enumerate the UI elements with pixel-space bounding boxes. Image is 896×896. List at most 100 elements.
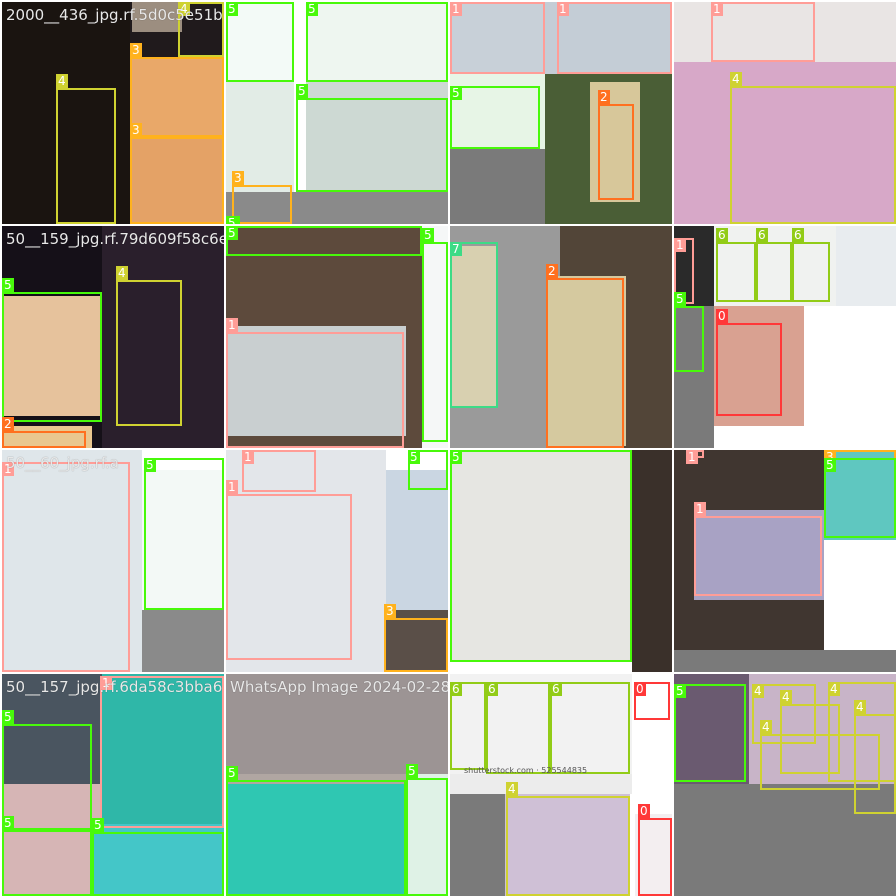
photo-region <box>635 814 672 896</box>
class-label: 5 <box>92 818 104 832</box>
photo-region <box>632 450 672 672</box>
bounding-box: 4 <box>178 2 224 57</box>
bounding-box: 5 <box>406 764 448 896</box>
bounding-box: 5 <box>92 818 224 896</box>
class-label: 5 <box>226 766 238 780</box>
tile-filename: 2000__436_jpg.rf.5d0c5e51b <box>6 6 223 24</box>
photo-region <box>102 674 224 834</box>
bounding-box: 1 <box>100 676 224 828</box>
class-label: 0 <box>638 804 650 818</box>
mosaic-tile: 5 5 WhatsApp Image 2024-02-28 <box>226 674 448 896</box>
photo-region <box>226 450 386 672</box>
class-label: 3 <box>130 43 142 57</box>
tile-filename: 50__60_jpg.rf.a <box>6 454 119 472</box>
bounding-box: 6 <box>450 682 486 770</box>
class-label: 5 <box>144 458 156 472</box>
photo-region <box>714 306 804 426</box>
bounding-box: 5 <box>296 84 448 192</box>
photo-region <box>2 296 102 416</box>
class-label: 5 <box>674 684 686 698</box>
class-label: 1 <box>226 318 238 332</box>
bounding-box: 2 <box>598 90 634 200</box>
bounding-box: 0 <box>638 804 672 896</box>
class-label: 6 <box>716 228 728 242</box>
bounding-box: 3 <box>130 43 224 137</box>
class-label: 3 <box>232 171 244 185</box>
photo-region <box>2 784 102 896</box>
bounding-box: 1 <box>450 2 545 74</box>
class-label: 5 <box>226 216 238 224</box>
class-label: 6 <box>550 682 562 696</box>
bounding-box: 5 <box>408 450 448 490</box>
class-label: 3 <box>384 604 396 618</box>
photo-region <box>714 226 836 306</box>
class-label: 1 <box>2 462 14 476</box>
bounding-box: 1 <box>686 450 704 464</box>
mosaic-tile: shutterstock.com · 525544835 6 6 6 0 4 0 <box>450 674 672 896</box>
class-label: 1 <box>674 238 686 252</box>
class-label: 4 <box>506 782 518 796</box>
photo-region <box>450 2 545 74</box>
photo-region <box>306 82 448 192</box>
photo-region <box>130 57 224 137</box>
class-label: 6 <box>792 228 804 242</box>
mosaic-tile: 5 4 2 50__159_jpg.rf.79d609f58c6e <box>2 226 224 448</box>
photo-region <box>386 610 448 672</box>
class-label: 5 <box>422 228 434 242</box>
bounding-box: 7 <box>450 242 498 408</box>
bounding-box: 6 <box>756 228 792 302</box>
class-label: 5 <box>674 292 686 306</box>
class-label: 5 <box>408 450 420 464</box>
bounding-box: 1 <box>694 502 822 596</box>
bounding-box: 1 <box>226 480 352 660</box>
photo-region <box>824 450 896 540</box>
bounding-box: 5 <box>674 292 704 372</box>
class-label: 6 <box>486 682 498 696</box>
bounding-box: 4 <box>506 782 630 896</box>
bounding-box: 1 <box>242 450 316 492</box>
bounding-box: 4 <box>752 684 816 744</box>
bounding-box: 4 <box>760 720 880 790</box>
mosaic-tile: 4 3 3 4 2000__436_jpg.rf.5d0c5e51b <box>2 2 224 224</box>
bounding-box: 6 <box>486 682 550 774</box>
class-label: 4 <box>854 700 866 714</box>
bounding-box: 5 <box>422 228 448 442</box>
bounding-box: 5 <box>824 458 896 538</box>
class-label: 5 <box>226 2 238 16</box>
class-label: 0 <box>716 309 728 323</box>
photo-region <box>226 192 448 224</box>
photo-region <box>226 674 448 774</box>
bounding-box: 5 <box>450 86 540 149</box>
class-label: 2 <box>2 417 14 431</box>
bounding-box: 0 <box>634 682 670 720</box>
photo-region <box>2 450 142 672</box>
class-label: 4 <box>116 266 128 280</box>
mosaic-tile: 1 5 50__60_jpg.rf.a <box>2 450 224 672</box>
photo-region <box>450 149 545 224</box>
class-label: 7 <box>450 242 462 256</box>
class-label: 3 <box>824 450 836 464</box>
photo-region <box>836 226 896 306</box>
class-label: 5 <box>306 2 318 16</box>
photo-region <box>674 674 749 784</box>
photo-region <box>2 674 102 784</box>
photo-region <box>674 306 714 448</box>
photo-region <box>450 794 505 896</box>
photo-region <box>130 137 224 224</box>
photo-region <box>450 774 632 794</box>
class-label: 0 <box>634 682 646 696</box>
bounding-box: 4 <box>780 690 840 774</box>
mosaic-tile: 1 5 5 5 50__157_jpg.rf.6da58c3bba6 <box>2 674 224 896</box>
class-label: 4 <box>780 690 792 704</box>
class-label: 5 <box>296 84 308 98</box>
photo-region <box>142 470 224 610</box>
mosaic-tile: 1 6 6 6 5 0 <box>674 226 896 448</box>
class-label: 5 <box>824 458 836 472</box>
bounding-box: 2 <box>2 417 86 448</box>
photo-region <box>450 450 632 662</box>
